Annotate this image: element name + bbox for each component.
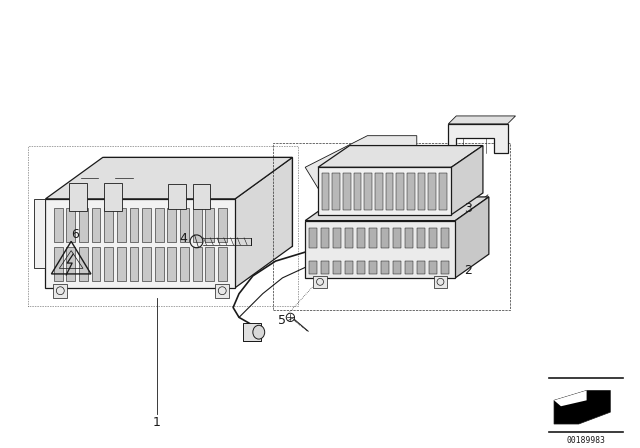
- Bar: [117, 247, 125, 280]
- Bar: [396, 173, 404, 210]
- Bar: [369, 261, 377, 274]
- Bar: [193, 184, 211, 209]
- Bar: [54, 247, 63, 280]
- Bar: [104, 183, 122, 211]
- Text: 2: 2: [464, 264, 472, 277]
- Bar: [155, 247, 164, 280]
- Bar: [54, 208, 63, 241]
- Bar: [392, 261, 401, 274]
- Bar: [53, 284, 67, 297]
- Bar: [417, 228, 425, 248]
- Bar: [344, 261, 353, 274]
- Bar: [273, 142, 509, 310]
- Bar: [418, 173, 426, 210]
- Bar: [218, 208, 227, 241]
- Bar: [79, 208, 88, 241]
- Bar: [404, 261, 413, 274]
- Bar: [243, 323, 260, 341]
- Bar: [364, 173, 372, 210]
- Text: 1: 1: [153, 416, 161, 429]
- Bar: [92, 208, 100, 241]
- Bar: [155, 208, 164, 241]
- Bar: [354, 173, 362, 210]
- Bar: [180, 247, 189, 280]
- Bar: [193, 208, 202, 241]
- Bar: [308, 228, 317, 248]
- Bar: [429, 228, 437, 248]
- Bar: [67, 208, 75, 241]
- Polygon shape: [318, 167, 451, 215]
- Bar: [67, 247, 75, 280]
- Bar: [407, 173, 415, 210]
- Ellipse shape: [253, 325, 265, 339]
- Bar: [392, 228, 401, 248]
- Bar: [79, 247, 88, 280]
- Bar: [417, 261, 425, 274]
- Bar: [205, 208, 214, 241]
- Bar: [343, 173, 351, 210]
- Bar: [375, 173, 383, 210]
- Bar: [142, 247, 151, 280]
- Bar: [433, 276, 447, 288]
- Polygon shape: [34, 199, 45, 268]
- Bar: [28, 146, 298, 306]
- Bar: [218, 247, 227, 280]
- Bar: [440, 228, 449, 248]
- Polygon shape: [305, 220, 455, 278]
- Bar: [180, 208, 189, 241]
- Bar: [168, 184, 186, 209]
- Bar: [439, 173, 447, 210]
- Polygon shape: [103, 157, 292, 246]
- Polygon shape: [455, 197, 489, 278]
- Bar: [404, 228, 413, 248]
- Bar: [429, 261, 437, 274]
- Bar: [129, 247, 138, 280]
- Polygon shape: [449, 124, 508, 154]
- Bar: [313, 276, 327, 288]
- Bar: [369, 228, 377, 248]
- Bar: [205, 247, 214, 280]
- Bar: [356, 228, 365, 248]
- Bar: [322, 173, 330, 210]
- Text: 00189983: 00189983: [566, 436, 605, 445]
- Bar: [333, 261, 341, 274]
- Bar: [168, 247, 176, 280]
- Polygon shape: [554, 391, 611, 424]
- Bar: [344, 228, 353, 248]
- Bar: [321, 261, 329, 274]
- Text: 6: 6: [71, 228, 79, 241]
- Bar: [104, 208, 113, 241]
- Polygon shape: [449, 116, 515, 124]
- Bar: [332, 173, 340, 210]
- Bar: [386, 173, 394, 210]
- Polygon shape: [554, 391, 587, 406]
- Bar: [168, 208, 176, 241]
- Text: 3: 3: [464, 202, 472, 215]
- Bar: [356, 261, 365, 274]
- Bar: [104, 247, 113, 280]
- Polygon shape: [318, 146, 483, 167]
- Polygon shape: [45, 199, 235, 288]
- Bar: [69, 183, 87, 211]
- Polygon shape: [305, 197, 489, 220]
- Bar: [92, 247, 100, 280]
- Polygon shape: [235, 157, 292, 288]
- Bar: [440, 261, 449, 274]
- Bar: [308, 261, 317, 274]
- Polygon shape: [305, 136, 417, 220]
- Bar: [381, 261, 389, 274]
- Text: 4: 4: [180, 232, 188, 245]
- Bar: [321, 228, 329, 248]
- Bar: [117, 208, 125, 241]
- Bar: [129, 208, 138, 241]
- Bar: [142, 208, 151, 241]
- Polygon shape: [45, 157, 292, 199]
- Bar: [428, 173, 436, 210]
- Text: 5: 5: [278, 314, 287, 327]
- Polygon shape: [451, 146, 483, 215]
- Bar: [333, 228, 341, 248]
- Bar: [193, 247, 202, 280]
- Bar: [215, 284, 229, 297]
- Bar: [381, 228, 389, 248]
